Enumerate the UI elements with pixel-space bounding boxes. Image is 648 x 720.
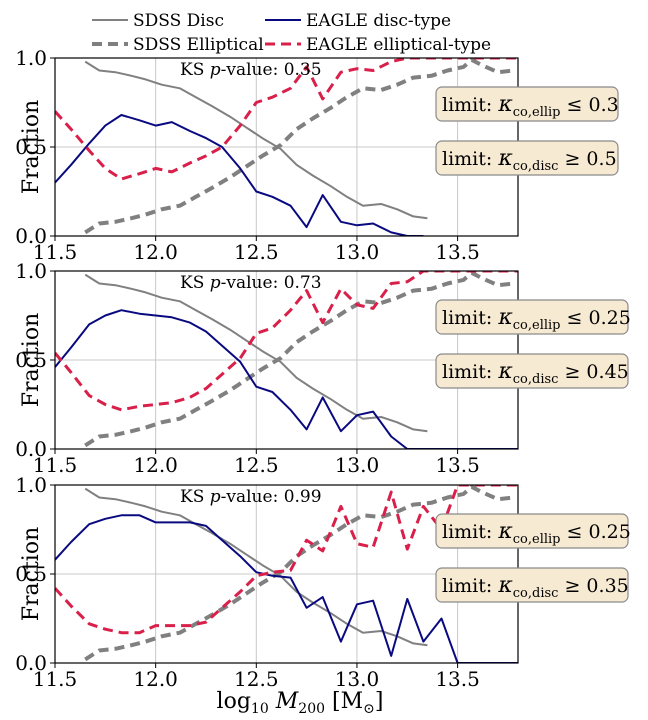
x-tick-label-1-2: 12.5 (234, 240, 279, 264)
svg-text:limit: κco,ellip ≤ 0.25: limit: κco,ellip ≤ 0.25 (442, 305, 631, 333)
y-tick-label-1-2: 1.0 (15, 46, 47, 70)
panel-3: 11.5 12.0 12.5 13.0 13.5 0.0 0.5 1.0 Fraction KS … (15, 473, 631, 691)
y-tick-label-2-0: 0.0 (15, 437, 47, 461)
y-axis-label-1: Fraction (19, 100, 44, 195)
x-tick-label-1-3: 13.0 (335, 240, 380, 264)
series-sdss-ellip-panel-2 (84, 271, 515, 448)
series-sdss-ellip-panel-3 (84, 485, 515, 662)
series-sdss-disc-panel-2 (84, 273, 428, 433)
panel-1: 11.5 12.0 12.5 13.0 13.5 0.0 0.5 1.0 Fraction KS … (15, 46, 619, 264)
x-tick-label-2-4: 13.5 (435, 453, 480, 477)
series-sdss-ellip-panel-1 (84, 58, 515, 235)
limit-disc-box-1: limit: κco,disc ≥ 0.5 (435, 140, 619, 176)
series-eagle-disc-panel-3 (55, 514, 518, 663)
series-eagle-ellip-panel-2 (55, 271, 518, 412)
x-tick-label-1-4: 13.5 (435, 240, 480, 264)
limit-disc-box-2: limit: κco,disc ≥ 0.45 (435, 353, 629, 389)
legend-label-sdss-ellip: SDSS Elliptical (133, 35, 264, 55)
x-tick-label-3-1: 12.0 (133, 667, 178, 691)
legend: SDSS Disc EAGLE disc-type SDSS Elliptica… (92, 11, 491, 55)
x-tick-label-2-0: 11.5 (33, 453, 78, 477)
svg-text:limit: κco,disc ≥ 0.35: limit: κco,disc ≥ 0.35 (442, 573, 629, 601)
svg-text:limit: κco,disc ≥ 0.45: limit: κco,disc ≥ 0.45 (442, 359, 629, 387)
y-axis-label-2: Fraction (19, 313, 44, 408)
svg-text:limit: κco,ellip ≤ 0.25: limit: κco,ellip ≤ 0.25 (442, 519, 631, 547)
ks-pvalue-1: KS p-value: 0.35 (180, 60, 322, 80)
x-tick-label-3-0: 11.5 (33, 667, 78, 691)
y-tick-label-1-1: 0.5 (15, 135, 47, 159)
y-tick-label-3-0: 0.0 (15, 651, 47, 675)
legend-label-sdss-disc: SDSS Disc (133, 11, 224, 31)
y-axis-label-3: Fraction (19, 527, 44, 622)
x-tick-label-3-4: 13.5 (435, 667, 480, 691)
series-sdss-disc-panel-3 (84, 487, 428, 647)
series-eagle-ellip-panel-3 (55, 485, 518, 635)
panel-2: 11.5 12.0 12.5 13.0 13.5 0.0 0.5 1.0 Fraction KS … (15, 259, 631, 477)
x-tick-label-2-3: 13.0 (335, 453, 380, 477)
x-tick-label-1-0: 11.5 (33, 240, 78, 264)
series-eagle-disc-panel-2 (55, 309, 518, 449)
limit-ellip-box-2: limit: κco,ellip ≤ 0.25 (435, 299, 631, 335)
limit-ellip-box-1: limit: κco,ellip ≤ 0.3 (435, 86, 619, 122)
limit-disc-box-3: limit: κco,disc ≥ 0.35 (435, 567, 629, 603)
x-tick-label-3-3: 13.0 (335, 667, 380, 691)
limit-ellip-box-3: limit: κco,ellip ≤ 0.25 (435, 513, 631, 549)
x-tick-label-3-2: 12.5 (234, 667, 279, 691)
series-sdss-disc-panel-1 (84, 60, 428, 220)
y-tick-label-3-2: 1.0 (15, 473, 47, 497)
y-tick-label-2-2: 1.0 (15, 259, 47, 283)
svg-text:limit: κco,ellip ≤ 0.3: limit: κco,ellip ≤ 0.3 (442, 92, 619, 120)
panels: 11.5 12.0 12.5 13.0 13.5 0.0 0.5 1.0 Fraction KS … (15, 46, 631, 691)
x-tick-label-2-2: 12.5 (234, 453, 279, 477)
x-tick-label-2-1: 12.0 (133, 453, 178, 477)
legend-label-eagle-disc: EAGLE disc-type (306, 11, 451, 31)
y-tick-label-2-1: 0.5 (15, 348, 47, 372)
series-eagle-ellip-panel-1 (55, 58, 518, 181)
ks-pvalue-3: KS p-value: 0.99 (180, 487, 322, 507)
series-eagle-disc-panel-1 (55, 114, 424, 236)
legend-label-eagle-ellip: EAGLE elliptical-type (306, 35, 491, 55)
svg-text:limit: κco,disc ≥ 0.5: limit: κco,disc ≥ 0.5 (442, 146, 617, 174)
y-tick-label-1-0: 0.0 (15, 224, 47, 248)
ks-pvalue-2: KS p-value: 0.73 (180, 273, 322, 293)
x-axis-label: log10 M200 [M⊙] (217, 689, 384, 717)
y-tick-label-3-1: 0.5 (15, 562, 47, 586)
x-tick-label-1-1: 12.0 (133, 240, 178, 264)
